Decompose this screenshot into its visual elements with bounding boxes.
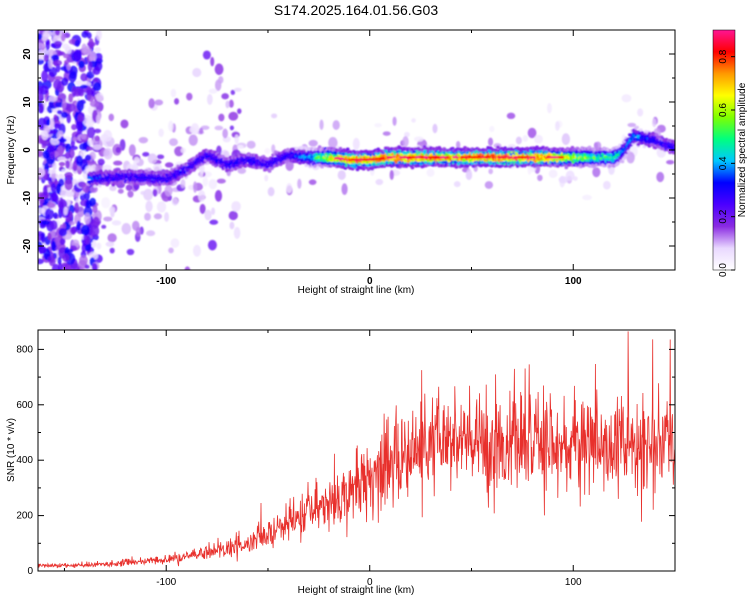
snr-y-tick-label: 600 xyxy=(16,400,33,411)
spectrogram-y-label: Frequency (Hz) xyxy=(6,116,17,185)
spectrogram-x-tick-label: 0 xyxy=(367,276,373,287)
spectrogram-x-tick-label: -100 xyxy=(156,276,176,287)
spectrogram-y-tick-label: 10 xyxy=(22,96,33,108)
snr-y-tick-label: 400 xyxy=(16,455,33,466)
colorbar: 0.0 0.2 0.4 0.6 0.8 Normalized spectral ampl… xyxy=(712,29,748,277)
colorbar-tick-label: 0.2 xyxy=(718,209,729,223)
spectrogram-y-tick-label: 0 xyxy=(22,147,33,153)
snr-y-label: SNR (10 * v/v) xyxy=(6,418,17,482)
snr-x-label: Height of straight line (km) xyxy=(298,585,415,596)
colorbar-tick-label: 0.8 xyxy=(718,49,729,63)
snr-y-tick-label: 200 xyxy=(16,511,33,522)
chart-title: S174.2025.164.01.56.G03 xyxy=(274,2,438,18)
colorbar-gradient xyxy=(712,29,736,271)
spectrogram-y-tick-label: 20 xyxy=(22,48,33,60)
snr-x-tick-label: 100 xyxy=(565,577,582,588)
spectrogram-y-tick-label: -20 xyxy=(22,238,33,253)
snr-y-tick-label: 0 xyxy=(27,566,33,577)
snr-x-tick-label: 0 xyxy=(367,577,373,588)
snr-frame xyxy=(37,329,676,572)
spectrogram-x-tick-label: 100 xyxy=(565,276,582,287)
snr-y-tick-label: 800 xyxy=(16,344,33,355)
snr-panel: -100 0 100 0 200 400 600 800 Height of straight… xyxy=(6,329,676,596)
spectrogram-y-tick-label: -10 xyxy=(22,190,33,205)
spectrogram-heatmap xyxy=(38,30,675,270)
spectrogram-x-label: Height of straight line (km) xyxy=(298,285,415,296)
colorbar-tick-label: 0.4 xyxy=(718,156,729,170)
colorbar-label: Normalized spectral amplitude xyxy=(737,82,748,217)
colorbar-tick-label: 0.0 xyxy=(718,263,729,277)
colorbar-tick-label: 0.6 xyxy=(718,103,729,117)
snr-series-line xyxy=(38,331,675,569)
colorbar-ticks: 0.0 0.2 0.4 0.6 0.8 xyxy=(718,49,735,277)
snr-axes: -100 0 100 0 200 400 600 800 xyxy=(16,330,676,588)
snr-x-tick-label: -100 xyxy=(156,577,176,588)
